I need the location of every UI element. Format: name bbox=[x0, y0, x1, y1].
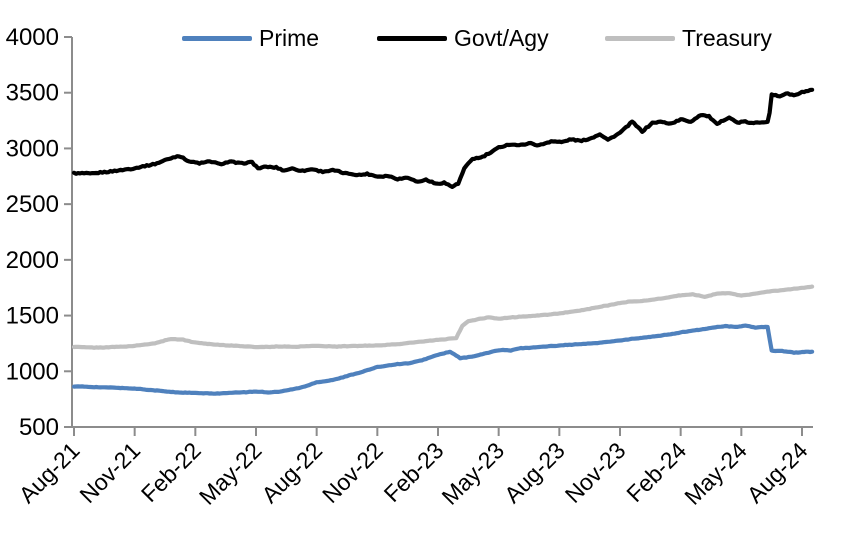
axes bbox=[71, 37, 813, 428]
legend-swatch-govt-agy bbox=[377, 35, 447, 41]
x-tick-label: Nov-22 bbox=[317, 437, 388, 508]
legend-item-govt-agy: Govt/Agy bbox=[377, 26, 549, 50]
legend-swatch-treasury bbox=[605, 35, 675, 41]
x-tick-label: Feb-24 bbox=[621, 437, 691, 507]
x-tick-label: Aug-24 bbox=[742, 437, 813, 508]
y-tick-label: 1000 bbox=[6, 358, 59, 385]
x-tick-label: Aug-21 bbox=[14, 437, 85, 508]
y-tick-label: 2500 bbox=[6, 191, 59, 218]
y-tick-label: 3000 bbox=[6, 135, 59, 162]
legend-label-prime: Prime bbox=[259, 25, 320, 51]
x-tick-label: Nov-21 bbox=[74, 437, 145, 508]
x-tick-label: Aug-23 bbox=[499, 437, 570, 508]
y-axis-ticks: 500 1000 1500 2000 2500 3000 3500 4000 bbox=[6, 24, 72, 441]
x-tick-label: May-23 bbox=[437, 437, 510, 510]
legend-swatch-prime bbox=[182, 35, 252, 41]
y-tick-label: 2000 bbox=[6, 247, 59, 274]
x-tick-label: May-22 bbox=[194, 437, 267, 510]
legend-item-treasury: Treasury bbox=[605, 26, 772, 50]
y-tick-label: 4000 bbox=[6, 24, 59, 51]
x-axis-ticks: Aug-21Nov-21Feb-22May-22Aug-22Nov-22Feb-… bbox=[14, 427, 813, 510]
x-tick-label: Feb-23 bbox=[379, 437, 449, 507]
chart-legend: Prime Govt/Agy Treasury bbox=[0, 0, 852, 55]
x-tick-label: May-24 bbox=[679, 437, 752, 510]
x-tick-label: Feb-22 bbox=[136, 437, 206, 507]
legend-item-prime: Prime bbox=[182, 26, 319, 50]
y-tick-label: 3500 bbox=[6, 80, 59, 107]
x-tick-label: Aug-22 bbox=[256, 437, 327, 508]
series-line-prime bbox=[71, 323, 815, 396]
legend-label-treasury: Treasury bbox=[682, 25, 772, 51]
y-tick-label: 1500 bbox=[6, 303, 59, 330]
y-tick-label: 500 bbox=[19, 414, 59, 441]
legend-label-govt-agy: Govt/Agy bbox=[454, 25, 549, 51]
series-line-treasury bbox=[71, 284, 815, 350]
series-line-govt-agy bbox=[71, 87, 815, 189]
x-tick-label: Nov-23 bbox=[560, 437, 631, 508]
